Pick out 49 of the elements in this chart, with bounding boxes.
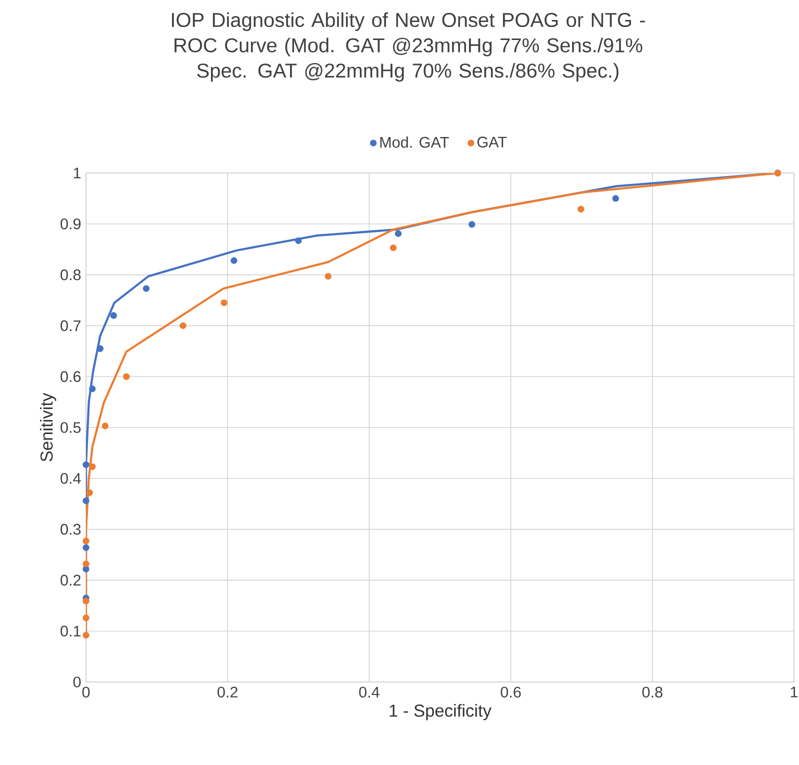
- point: [468, 221, 476, 228]
- x-tick-label: 0.2: [218, 686, 238, 698]
- point: [82, 566, 90, 572]
- y-tick-label: 0.6: [60, 371, 81, 382]
- x-tick-label: 0.4: [359, 686, 380, 698]
- x-tick-label: 0.6: [500, 686, 521, 698]
- y-tick-label: 1: [74, 168, 81, 178]
- y-tick-label: 0.8: [60, 269, 81, 280]
- y-tick-label: 0.2: [60, 574, 81, 586]
- x-tick-label: 0.8: [642, 686, 662, 698]
- point: [82, 560, 90, 568]
- point: [82, 538, 90, 544]
- y-tick-label: 0.9: [60, 218, 81, 230]
- point: [180, 322, 186, 330]
- point: [220, 299, 228, 306]
- legend-label: Mod. GAT: [380, 136, 449, 148]
- y-tick-label: 0.1: [60, 626, 81, 637]
- point: [102, 422, 108, 430]
- point: [110, 312, 117, 319]
- point: [295, 237, 302, 244]
- point: [390, 244, 397, 252]
- point: [89, 385, 96, 392]
- point: [82, 632, 90, 639]
- y-axis-title: Senitivity: [40, 392, 56, 462]
- point: [82, 461, 90, 468]
- point: [82, 598, 90, 604]
- x-tick-label: 1: [790, 686, 798, 698]
- point: [89, 463, 96, 470]
- point: [394, 230, 402, 237]
- point: [324, 272, 332, 280]
- point: [82, 497, 90, 504]
- point: [82, 544, 90, 551]
- point: [96, 345, 104, 352]
- point: [230, 257, 238, 264]
- point: [86, 489, 93, 496]
- y-tick-label: 0.7: [60, 320, 81, 332]
- y-tick-label: 0: [73, 676, 81, 688]
- legend-label: GAT: [477, 136, 507, 148]
- point: [578, 206, 584, 212]
- x-axis-title: 1 - Specificity: [390, 704, 492, 720]
- chart-title: IOP Diagnostic Ability of New Onset POAG or NTG - ROC Curve (Mod. GAT @23mmHg 77% Sens./91% Spec. GAT @22mmHg 70% Sens./86% Spec.): [172, 12, 645, 82]
- y-tick-label: 0.4: [60, 472, 81, 484]
- y-tick-label: 0.5: [60, 422, 81, 433]
- point: [123, 373, 130, 380]
- point: [82, 614, 90, 622]
- y-tick-label: 0.3: [60, 524, 81, 535]
- x-tick-label: 0: [82, 686, 90, 698]
- point: [142, 285, 150, 292]
- point: [612, 195, 619, 202]
